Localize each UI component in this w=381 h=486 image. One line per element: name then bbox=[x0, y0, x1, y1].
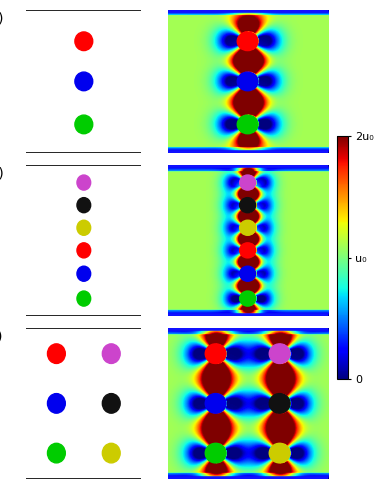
Circle shape bbox=[102, 394, 120, 413]
Circle shape bbox=[48, 394, 65, 413]
Circle shape bbox=[240, 198, 256, 213]
Circle shape bbox=[240, 266, 256, 281]
Circle shape bbox=[237, 32, 258, 51]
Circle shape bbox=[240, 175, 256, 190]
Circle shape bbox=[77, 220, 91, 235]
Text: (b): (b) bbox=[0, 167, 5, 181]
Circle shape bbox=[77, 198, 91, 213]
Circle shape bbox=[75, 115, 93, 134]
Circle shape bbox=[102, 443, 120, 463]
Circle shape bbox=[77, 175, 91, 190]
Circle shape bbox=[205, 344, 226, 364]
Circle shape bbox=[48, 344, 65, 364]
Circle shape bbox=[237, 72, 258, 91]
Text: (a): (a) bbox=[0, 11, 5, 25]
Text: (c): (c) bbox=[0, 330, 3, 344]
Circle shape bbox=[240, 243, 256, 258]
Circle shape bbox=[205, 394, 226, 413]
Circle shape bbox=[205, 443, 226, 463]
Circle shape bbox=[269, 443, 290, 463]
Circle shape bbox=[77, 291, 91, 306]
Circle shape bbox=[77, 243, 91, 258]
Circle shape bbox=[75, 72, 93, 91]
Circle shape bbox=[77, 266, 91, 281]
Circle shape bbox=[269, 344, 290, 364]
Circle shape bbox=[48, 443, 65, 463]
Circle shape bbox=[269, 394, 290, 413]
Circle shape bbox=[75, 32, 93, 51]
Circle shape bbox=[240, 220, 256, 235]
Circle shape bbox=[237, 115, 258, 134]
Circle shape bbox=[240, 291, 256, 306]
Circle shape bbox=[102, 344, 120, 364]
